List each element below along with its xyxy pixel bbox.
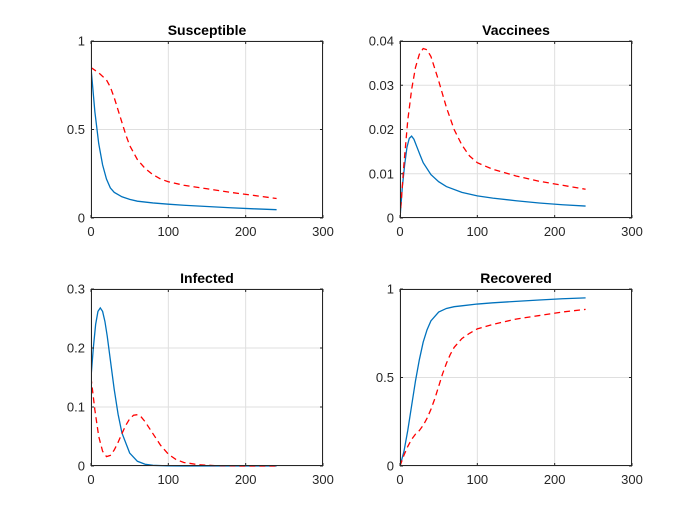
vaccinees-y-tick-label: 0.04 <box>369 34 394 49</box>
infected-series-dashed-line <box>91 377 277 467</box>
infected-y-tick-label: 0.3 <box>67 282 85 297</box>
vaccinees-x-tick-label: 0 <box>396 224 403 239</box>
infected-y-tick-label: 0 <box>78 459 85 474</box>
vaccinees-y-tick-label: 0.01 <box>369 166 394 181</box>
vaccinees-y-tick-label: 0 <box>387 211 394 226</box>
recovered-x-tick-label: 300 <box>621 472 643 487</box>
susceptible-series-dashed-line <box>91 67 277 200</box>
susceptible-y-tick-label: 0.5 <box>67 122 85 137</box>
susceptible-series-solid-line <box>91 67 277 211</box>
recovered-x-tick-label: 200 <box>544 472 566 487</box>
vaccinees-series-dashed-line <box>400 47 586 219</box>
susceptible-x-tick-label: 200 <box>235 224 257 239</box>
recovered-chart-title: Recovered <box>480 270 552 286</box>
infected-x-tick-label: 100 <box>157 472 179 487</box>
susceptible-x-tick-label: 0 <box>87 224 94 239</box>
vaccinees-chart: 0 100 200 300 0 0.01 0.02 0.03 0.04 Vaccinees <box>369 22 643 239</box>
recovered-y-tick-label: 0 <box>387 459 394 474</box>
susceptible-x-tick-label: 300 <box>312 224 334 239</box>
vaccinees-x-tick-label: 200 <box>544 224 566 239</box>
recovered-y-tick-label: 1 <box>387 282 394 297</box>
infected-x-tick-label: 0 <box>87 472 94 487</box>
recovered-x-tick-label: 0 <box>396 472 403 487</box>
infected-chart-title: Infected <box>180 270 234 286</box>
recovered-y-tick-label: 0.5 <box>376 370 394 385</box>
vaccinees-series-solid-line <box>400 135 586 219</box>
susceptible-y-tick-label: 0 <box>78 211 85 226</box>
susceptible-x-tick-label: 100 <box>157 224 179 239</box>
recovered-chart: 0 100 200 300 0 0.5 1 Recovered <box>376 270 643 487</box>
vaccinees-y-tick-label: 0.02 <box>369 122 394 137</box>
recovered-series-dashed-line <box>400 308 586 467</box>
recovered-x-tick-label: 100 <box>466 472 488 487</box>
vaccinees-chart-title: Vaccinees <box>482 22 550 38</box>
susceptible-chart-title: Susceptible <box>168 22 247 38</box>
infected-axes-box <box>91 289 323 466</box>
infected-y-tick-label: 0.1 <box>67 400 85 415</box>
vaccinees-x-tick-label: 300 <box>621 224 643 239</box>
infected-chart: 0 100 200 300 0 0.1 0.2 0.3 Infected <box>67 270 334 487</box>
infected-plot-area <box>91 289 323 466</box>
vaccinees-y-tick-label: 0.03 <box>369 78 394 93</box>
infected-x-tick-label: 200 <box>235 472 257 487</box>
infected-y-tick-label: 0.2 <box>67 341 85 356</box>
susceptible-chart: 0 100 200 300 0 0.5 1 Susceptible <box>67 22 334 239</box>
vaccinees-x-tick-label: 100 <box>466 224 488 239</box>
susceptible-y-tick-label: 1 <box>78 34 85 49</box>
infected-x-tick-label: 300 <box>312 472 334 487</box>
recovered-series-solid-line <box>400 297 586 467</box>
